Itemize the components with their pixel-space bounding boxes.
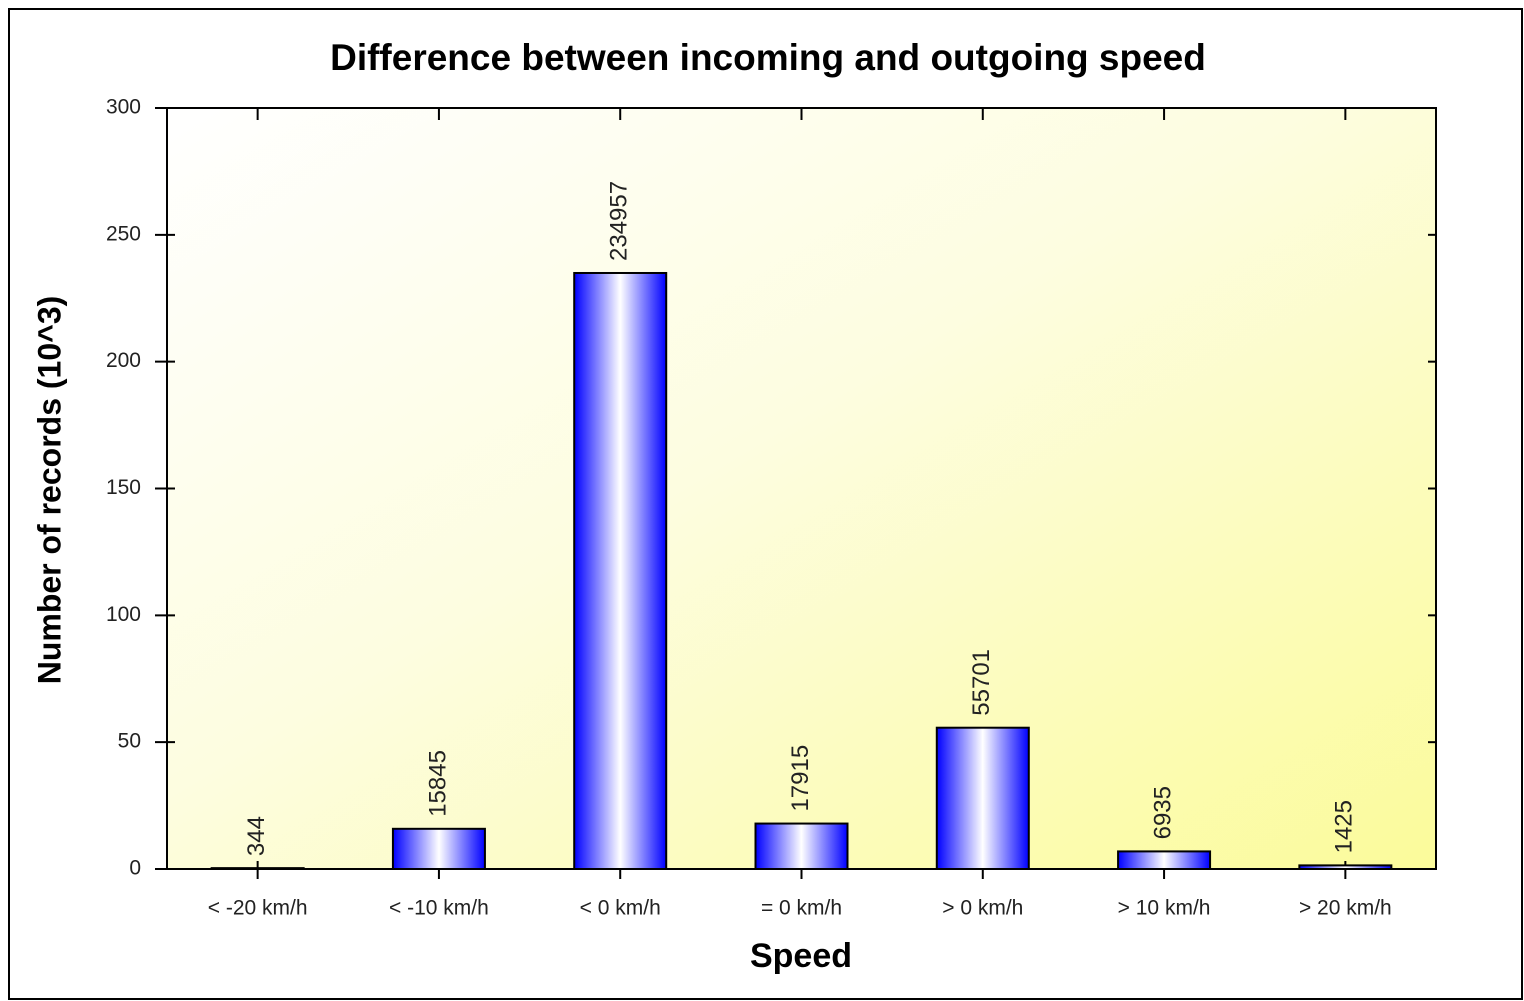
y-tick-label: 50 [118,730,141,753]
bar [573,271,668,870]
x-tick-label: < -20 km/h [208,897,308,920]
bar [210,867,305,870]
x-tick-label: < 0 km/h [580,897,661,920]
chart-title: Difference between incoming and outgoing… [330,37,1206,78]
y-tick-label: 100 [106,603,141,626]
plot-area [166,107,1437,870]
x-tick-label: = 0 km/h [761,897,842,920]
y-tick-label: 150 [106,476,141,499]
bar [391,827,486,870]
bar [1117,850,1212,870]
value-label: 1425 [1331,800,1358,853]
y-axis-label: Number of records (10^3) [31,296,67,685]
value-label: 234957 [606,181,633,261]
x-axis-label: Speed [750,937,852,975]
x-tick-label: > 0 km/h [942,897,1023,920]
value-label: 17915 [787,745,814,812]
bar [935,726,1030,871]
value-label: 6935 [1149,786,1176,839]
value-label: 55701 [968,649,995,716]
x-tick-label: > 20 km/h [1299,897,1392,920]
value-label: 15845 [424,750,451,817]
x-tick-label: < -10 km/h [389,897,489,920]
y-tick-label: 300 [106,96,141,119]
value-label: 344 [243,816,270,856]
bar [754,822,849,870]
bar [1298,864,1393,871]
y-tick-label: 200 [106,349,141,372]
y-tick-label: 250 [106,222,141,245]
y-tick-label: 0 [129,857,141,880]
x-tick-label: > 10 km/h [1118,897,1211,920]
